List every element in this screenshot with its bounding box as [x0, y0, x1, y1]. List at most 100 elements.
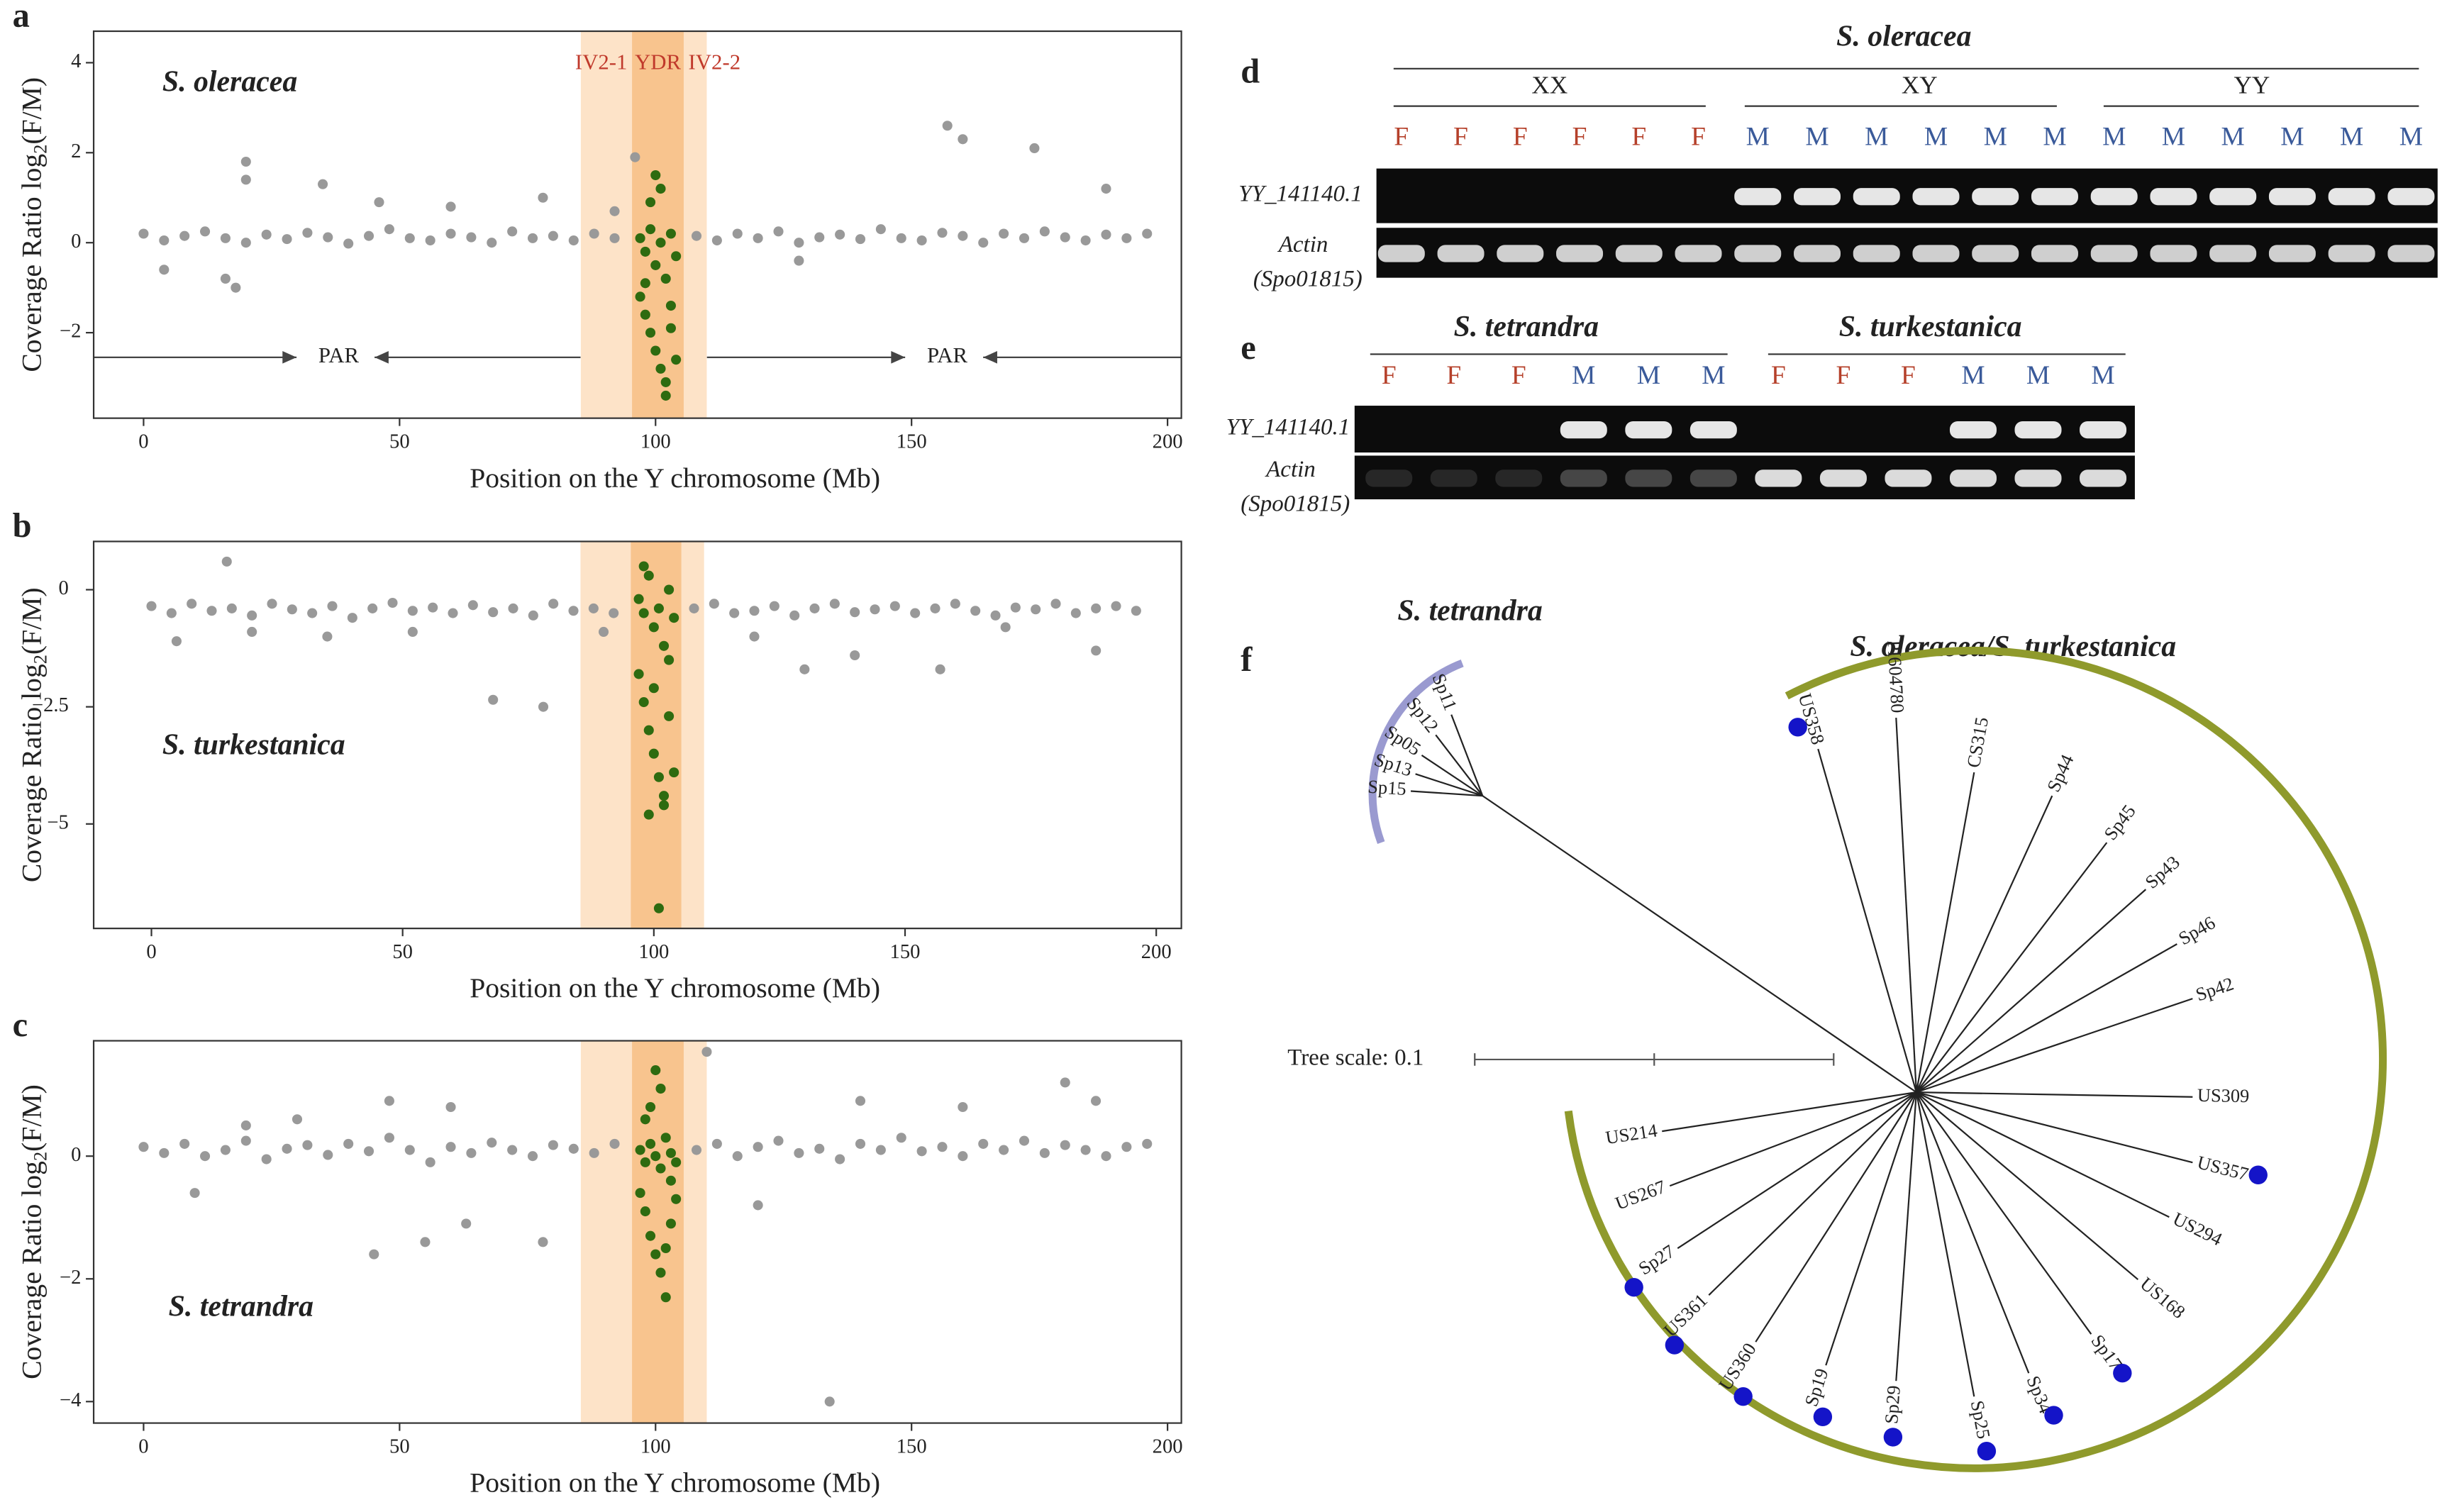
point: [528, 610, 538, 621]
annotation: PAR: [927, 343, 968, 367]
point: [189, 1188, 200, 1199]
point: [875, 224, 886, 235]
branch: [1410, 790, 1483, 797]
point: [660, 1133, 671, 1143]
leaf-label: Sp42: [2193, 973, 2236, 1006]
branch: [1755, 1091, 1917, 1343]
branch: [1817, 748, 1917, 1093]
point: [794, 1147, 804, 1158]
point: [794, 255, 804, 266]
lane-label: M: [2280, 122, 2304, 151]
point: [609, 206, 620, 216]
branch: [1435, 734, 1484, 796]
point: [648, 748, 659, 759]
lane-label: M: [1637, 361, 1660, 390]
point: [425, 235, 435, 246]
point: [425, 1157, 435, 1167]
point: [327, 601, 338, 611]
point: [855, 1096, 866, 1106]
species-label: S. tetrandra: [169, 1291, 313, 1323]
gel-band: [1819, 469, 1867, 487]
region-label: IV2-1: [575, 50, 628, 74]
point: [855, 1138, 866, 1149]
lane-label: F: [1511, 361, 1526, 390]
point: [669, 613, 679, 623]
point: [1060, 232, 1070, 243]
leaf-label: Sp44: [2043, 751, 2078, 795]
point: [538, 701, 549, 712]
gel-band: [2268, 245, 2316, 262]
point: [466, 232, 477, 243]
leaf-label: Sp27: [1634, 1240, 1678, 1279]
lane-label: M: [1961, 361, 1985, 390]
point: [507, 1145, 518, 1155]
point: [206, 606, 217, 616]
branch: [1916, 1091, 2193, 1164]
point: [701, 1047, 712, 1057]
x-tick-label: 50: [389, 430, 410, 452]
marker-dot: [1733, 1386, 1753, 1406]
panel-letter: f: [1241, 641, 1253, 679]
point: [292, 1114, 303, 1125]
point: [789, 610, 800, 621]
point: [138, 228, 149, 239]
lane-label: F: [1901, 361, 1916, 390]
point: [287, 604, 297, 615]
gel-band: [2387, 188, 2435, 206]
gel-band: [1912, 188, 1960, 206]
point: [445, 1101, 456, 1113]
arrow-head: [282, 351, 297, 364]
y-tick-label: 0: [59, 577, 69, 599]
point: [645, 328, 656, 338]
point: [650, 169, 661, 181]
point: [487, 1138, 497, 1148]
leaf-label: US357: [2195, 1151, 2251, 1184]
gel-band: [2328, 188, 2375, 206]
point: [655, 184, 666, 194]
point: [958, 134, 968, 145]
point: [671, 355, 682, 365]
point: [835, 229, 845, 240]
point: [999, 228, 1009, 239]
point: [1039, 226, 1050, 237]
species-label: S. oleracea: [162, 65, 297, 98]
par-arrows: [94, 351, 1182, 364]
leaf-label: US361: [1660, 1289, 1711, 1341]
point: [640, 309, 650, 320]
x-tick-label: 200: [1141, 941, 1172, 963]
gel-band: [2268, 188, 2316, 206]
point: [665, 300, 676, 311]
gel-band: [1972, 245, 2019, 262]
point: [643, 725, 654, 735]
point: [958, 1101, 968, 1113]
y-axis-title-part: (F/M): [16, 77, 48, 145]
point: [1070, 608, 1081, 618]
gel-row-label: (Spo01815): [1241, 491, 1350, 516]
plot-frame: [92, 1040, 1182, 1424]
point: [445, 228, 456, 239]
point: [282, 234, 292, 245]
point: [930, 603, 940, 613]
lane-label: F: [1836, 361, 1851, 390]
point: [347, 613, 357, 623]
point: [231, 282, 241, 293]
species-label: S. turkestanica: [162, 728, 345, 761]
gel-band: [1625, 421, 1672, 439]
point: [384, 224, 394, 235]
point: [635, 1145, 645, 1155]
plot-frame: [92, 540, 1182, 930]
x-tick-label: 0: [146, 941, 156, 963]
point: [691, 230, 702, 241]
annotation: PAR: [318, 343, 360, 367]
branch: [1825, 1091, 1917, 1366]
lane-label: M: [1746, 122, 1770, 151]
point: [508, 603, 518, 613]
point: [1019, 233, 1030, 243]
point: [179, 1138, 190, 1149]
point: [633, 669, 644, 679]
marker-dot: [2248, 1165, 2268, 1184]
gel-band: [1949, 421, 1997, 439]
leaf-label: US309: [2197, 1084, 2250, 1106]
point: [660, 273, 671, 284]
point: [635, 233, 645, 243]
